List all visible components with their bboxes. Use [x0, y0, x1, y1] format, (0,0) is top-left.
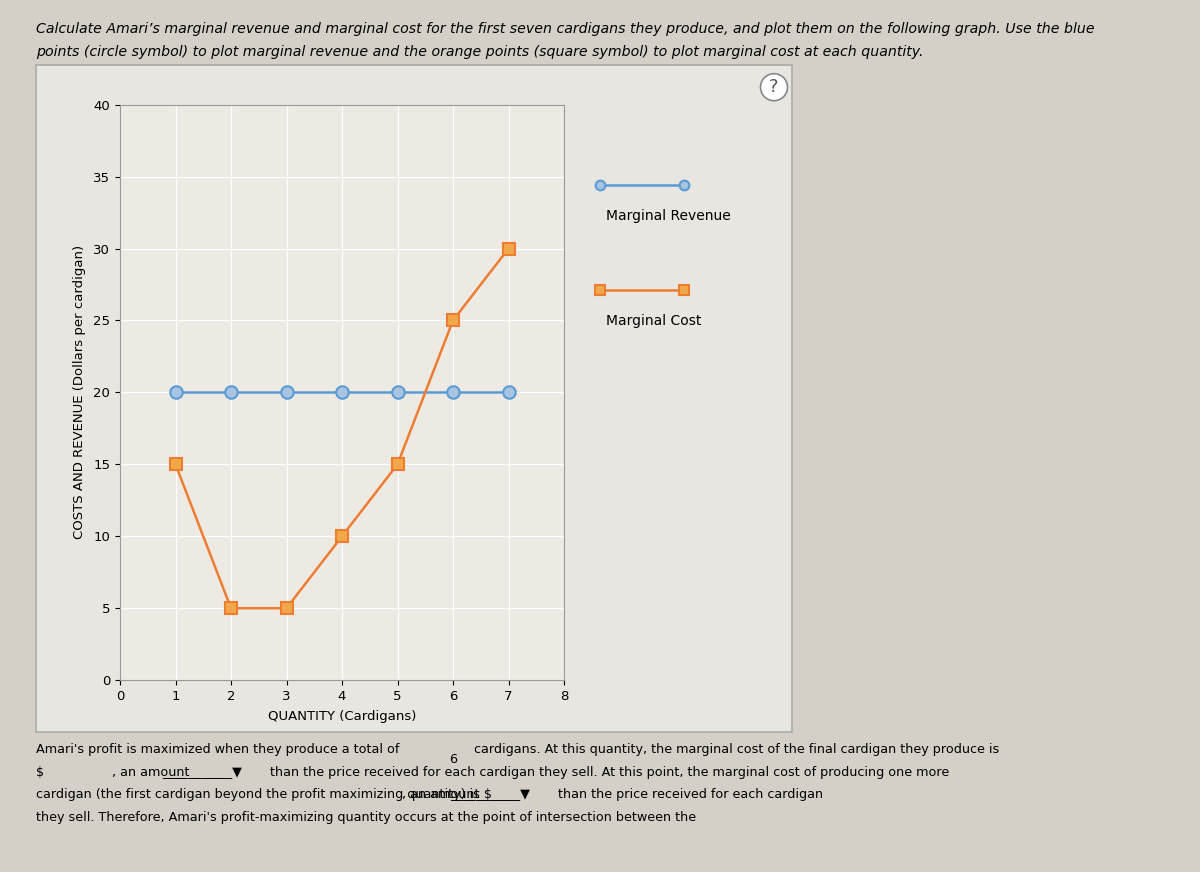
Text: points (circle symbol) to plot marginal revenue and the orange points (square sy: points (circle symbol) to plot marginal … — [36, 45, 924, 59]
Y-axis label: COSTS AND REVENUE (Dollars per cardigan): COSTS AND REVENUE (Dollars per cardigan) — [73, 245, 86, 540]
Text: , an amount: , an amount — [402, 788, 480, 801]
Text: ?: ? — [769, 78, 779, 96]
Text: they sell. Therefore, Amari's profit-maximizing quantity occurs at the point of : they sell. Therefore, Amari's profit-max… — [36, 811, 696, 824]
Text: 6: 6 — [449, 753, 457, 766]
Text: ___________▼: ___________▼ — [450, 788, 530, 801]
Text: $: $ — [36, 766, 44, 779]
Text: , an amount: , an amount — [112, 766, 190, 779]
X-axis label: QUANTITY (Cardigans): QUANTITY (Cardigans) — [268, 710, 416, 723]
Text: Marginal Revenue: Marginal Revenue — [606, 209, 731, 223]
Text: than the price received for each cardigan: than the price received for each cardiga… — [558, 788, 823, 801]
Text: ___________▼: ___________▼ — [162, 766, 242, 779]
Text: Amari's profit is maximized when they produce a total of: Amari's profit is maximized when they pr… — [36, 743, 407, 756]
Text: Marginal Cost: Marginal Cost — [606, 314, 701, 328]
Text: Calculate Amari’s marginal revenue and marginal cost for the first seven cardiga: Calculate Amari’s marginal revenue and m… — [36, 22, 1094, 36]
Text: cardigans. At this quantity, the marginal cost of the final cardigan they produc: cardigans. At this quantity, the margina… — [474, 743, 1000, 756]
Text: cardigan (the first cardigan beyond the profit maximizing quantity) is $: cardigan (the first cardigan beyond the … — [36, 788, 492, 801]
Text: than the price received for each cardigan they sell. At this point, the marginal: than the price received for each cardiga… — [270, 766, 949, 779]
